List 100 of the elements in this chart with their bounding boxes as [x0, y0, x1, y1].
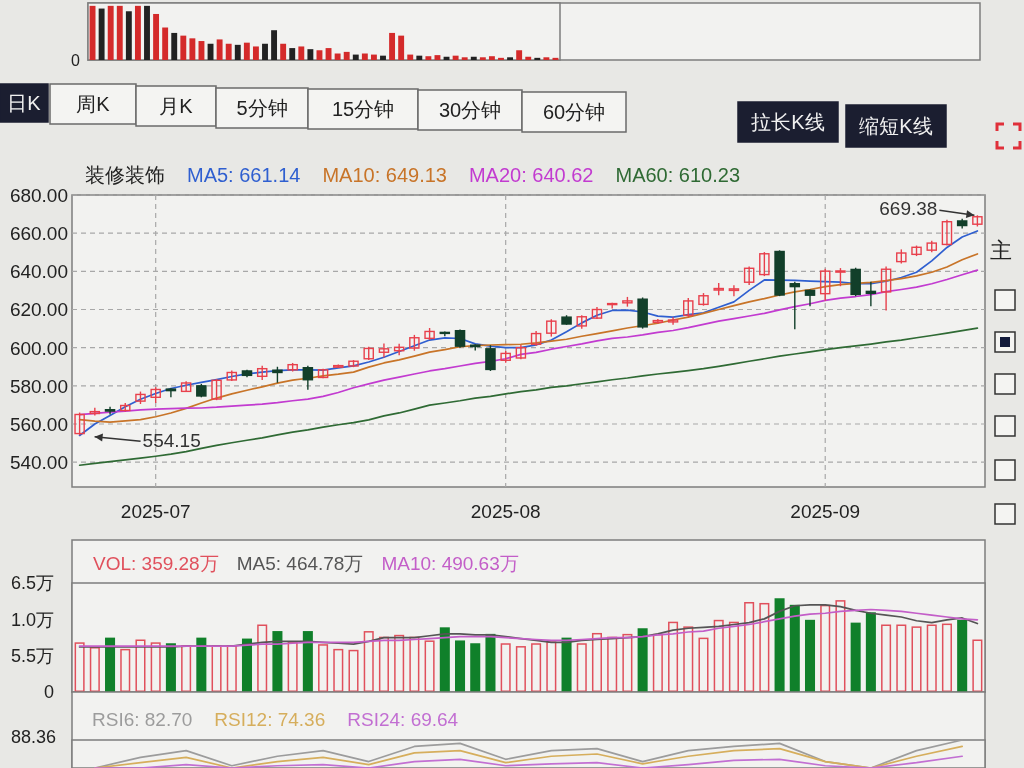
candlestick — [606, 301, 618, 310]
candlestick — [165, 387, 177, 398]
candlestick — [89, 407, 101, 417]
candlestick — [515, 344, 527, 360]
bar — [789, 604, 800, 692]
bar — [180, 35, 187, 60]
text: VOL: 359.28万 — [93, 553, 219, 574]
text: 周K — [76, 93, 111, 115]
bar — [389, 32, 396, 60]
text: 60分钟 — [542, 101, 606, 123]
x-tick-label: 2025-08 — [470, 501, 541, 522]
bar — [498, 57, 504, 60]
bar — [370, 54, 377, 60]
candlestick — [728, 284, 740, 298]
bar — [107, 5, 114, 60]
bar — [272, 631, 283, 692]
candlestick — [683, 297, 694, 318]
bar — [280, 43, 287, 60]
text: 30分钟 — [438, 99, 502, 121]
bar — [298, 46, 305, 60]
x-tick-label: 2025-09 — [790, 501, 861, 522]
candlestick — [865, 281, 877, 307]
bar — [804, 619, 816, 692]
bar — [470, 643, 481, 692]
text: 0 — [43, 682, 54, 703]
bar — [461, 57, 468, 60]
candlestick — [880, 265, 892, 312]
bar — [262, 43, 268, 60]
bar — [271, 30, 278, 60]
line-series — [78, 327, 979, 467]
text: 月K — [159, 95, 194, 117]
bar — [425, 56, 432, 60]
bar — [850, 622, 861, 692]
bar — [162, 27, 169, 60]
candlestick — [74, 411, 85, 436]
bar — [455, 640, 466, 692]
candlestick — [302, 365, 314, 391]
text: MA5: 464.78万 — [236, 553, 364, 574]
bar — [343, 51, 350, 60]
bar — [334, 53, 341, 60]
text: 1.0万 — [10, 610, 54, 631]
bar — [189, 38, 196, 60]
bar — [637, 628, 648, 692]
bar — [439, 627, 450, 692]
text: 0 — [71, 51, 81, 69]
bar — [307, 49, 314, 60]
bar — [134, 5, 141, 60]
bar — [957, 619, 968, 692]
bar — [361, 53, 368, 60]
bar — [407, 54, 414, 60]
chart-title: 装修装饰 — [85, 164, 165, 186]
bar — [507, 57, 514, 60]
bar — [116, 5, 123, 60]
annotation: 669.38 — [879, 198, 938, 220]
text: 拉长K线 — [751, 111, 825, 133]
bar — [252, 46, 259, 60]
text: MA5: 661.14 — [187, 164, 301, 186]
bar — [125, 11, 132, 60]
bar — [479, 57, 486, 60]
series-label: RSI24: 69.64 — [347, 709, 459, 730]
bar — [144, 5, 150, 60]
bar — [105, 637, 116, 692]
bar — [865, 612, 876, 692]
text: MA10: 490.63万 — [381, 553, 519, 574]
text: 5分钟 — [236, 97, 288, 119]
candlestick — [180, 380, 192, 393]
bar — [398, 35, 405, 60]
bar — [561, 637, 572, 692]
text: 6.5万 — [10, 573, 54, 594]
candlestick — [941, 219, 953, 247]
candlestick — [317, 367, 329, 379]
y-tick-label: 580.00 — [9, 375, 68, 397]
text: 日K — [7, 92, 42, 114]
y-tick-label: 680.00 — [9, 184, 68, 206]
series-label: RSI6: 82.70 — [92, 709, 193, 730]
series-label: RSI12: 74.36 — [214, 709, 326, 730]
candlestick — [530, 330, 542, 347]
candlestick — [819, 267, 831, 302]
text: MA60: 610.23 — [615, 164, 741, 186]
y-tick-label: 620.00 — [9, 299, 68, 321]
bar — [774, 598, 785, 692]
bar — [452, 55, 459, 60]
y-tick-label: 540.00 — [9, 452, 68, 474]
candlestick — [743, 265, 755, 286]
text: MA10: 649.13 — [322, 164, 447, 186]
candlestick — [393, 343, 405, 357]
bar — [416, 55, 423, 60]
x-tick-label: 2025-07 — [120, 501, 191, 522]
candlestick — [378, 342, 390, 359]
bar — [289, 48, 296, 60]
bar — [153, 13, 160, 60]
bar — [302, 631, 313, 692]
bar — [216, 39, 223, 60]
bar — [165, 643, 176, 692]
y-tick-label: 660.00 — [9, 223, 68, 245]
bar — [243, 42, 250, 60]
bar — [225, 43, 232, 60]
bar — [470, 56, 477, 60]
candlestick — [211, 378, 222, 401]
text: 5.5万 — [10, 646, 54, 667]
